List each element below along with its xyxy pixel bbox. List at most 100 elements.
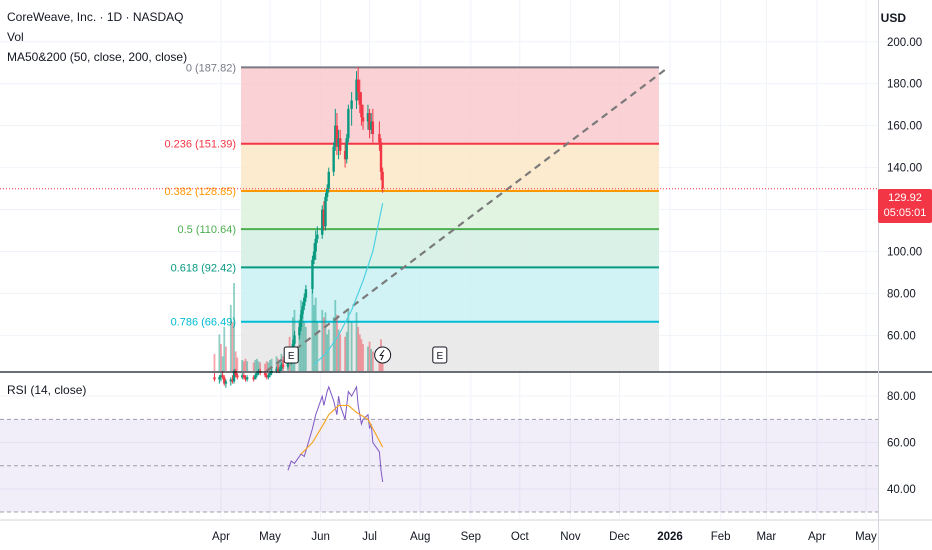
- price-tick-label: 140.00: [887, 163, 922, 175]
- lightning-icon: [379, 349, 385, 361]
- volume-bar: [322, 317, 325, 371]
- last-price-badge: 129.92 05:05:01: [878, 189, 932, 223]
- fib-zone: [241, 143, 659, 191]
- volume-bar: [257, 361, 260, 371]
- ma50-line: [313, 203, 384, 366]
- volume-bar: [324, 312, 327, 371]
- time-tick-label: Oct: [511, 531, 530, 543]
- time-tick-label: Jun: [311, 531, 330, 543]
- volume-bar: [234, 351, 237, 371]
- candle-body: [280, 364, 283, 369]
- fib-zone: [241, 67, 659, 144]
- candle-body: [298, 326, 301, 336]
- volume-bar: [220, 344, 222, 371]
- symbol-legend[interactable]: CoreWeave, Inc. · 1D · NASDAQ: [7, 10, 184, 24]
- candle-body: [361, 117, 365, 122]
- volume-bar: [246, 361, 249, 371]
- candle-body: [293, 335, 296, 344]
- time-tick-label: May: [259, 531, 281, 543]
- time-tick-label: Jul: [362, 531, 377, 543]
- rsi-pane: [0, 385, 878, 513]
- time-tick-label: Apr: [808, 531, 826, 543]
- candle-body: [303, 297, 306, 306]
- volume-bar: [362, 344, 364, 371]
- candle-body: [371, 121, 375, 135]
- candle-body: [234, 371, 237, 376]
- time-tick-label: Sep: [461, 531, 481, 543]
- price-tick-label: 160.00: [887, 121, 922, 133]
- volume-bar: [265, 361, 268, 371]
- candle-body: [263, 373, 267, 376]
- volume-bar: [213, 353, 216, 371]
- volume-bar: [347, 309, 350, 371]
- volume-bar: [344, 336, 346, 371]
- volume-bar: [370, 349, 373, 371]
- volume-bar: [221, 356, 224, 371]
- currency-label[interactable]: USD: [880, 11, 906, 25]
- time-tick-label: Aug: [410, 531, 430, 543]
- candle-body: [242, 375, 246, 378]
- volume-legend[interactable]: Vol: [7, 30, 24, 44]
- volume-bar: [301, 314, 304, 371]
- candle-body: [265, 375, 268, 378]
- fib-zone: [241, 267, 659, 322]
- fib-level-label: 0.382 (128.85): [164, 186, 236, 198]
- ma-legend[interactable]: MA50&200 (50, close, 200, close): [7, 50, 188, 64]
- candle-body: [231, 379, 234, 382]
- volume-bar: [252, 362, 255, 371]
- volume-bar: [236, 357, 239, 371]
- volume-bar: [313, 305, 315, 371]
- volume-bar: [269, 360, 271, 371]
- volume-bar: [267, 362, 270, 371]
- volume-bar: [371, 351, 374, 371]
- candle-body: [321, 209, 324, 235]
- candle-body: [304, 289, 308, 298]
- volume-bar: [332, 317, 335, 371]
- candle-body: [311, 259, 314, 290]
- volume-bar: [224, 346, 227, 371]
- fib-level-label: 0 (187.82): [186, 62, 236, 74]
- candle-body: [301, 305, 304, 315]
- candle-body: [381, 171, 384, 189]
- volume-bar: [233, 283, 235, 371]
- candle-body: [368, 113, 371, 130]
- candle-body: [322, 209, 326, 227]
- volume-bar: [229, 305, 232, 371]
- candle-body: [278, 368, 281, 371]
- volume-bar: [242, 361, 245, 371]
- time-tick-label: 2026: [657, 531, 683, 543]
- rsi-line: [287, 385, 384, 482]
- rsi-legend[interactable]: RSI (14, close): [7, 383, 87, 397]
- candle-body: [370, 121, 373, 130]
- volume-bar: [278, 360, 281, 371]
- candle-body: [268, 373, 272, 376]
- candle-body: [219, 375, 223, 378]
- volume-bar: [254, 360, 257, 371]
- fib-level-label: 0.5 (110.64): [177, 224, 236, 236]
- candle-body: [347, 108, 350, 139]
- candle-body: [334, 125, 337, 147]
- volume-bar: [244, 358, 247, 371]
- volume-bar: [360, 339, 363, 371]
- candle-body: [337, 138, 340, 147]
- candle-body: [229, 379, 232, 382]
- candle-body: [332, 146, 335, 172]
- volume-bar: [334, 300, 337, 371]
- fib-retracement: 0 (187.82) 0.236 (151.39) 0.382 (128.85) 0.…: [164, 62, 659, 371]
- candle-body: [244, 377, 247, 380]
- candle-body: [252, 377, 255, 380]
- candle-body: [299, 314, 303, 327]
- time-tick-label: Nov: [560, 531, 581, 543]
- volume-bar: [241, 360, 244, 371]
- fib-level-label: 0.786 (66.49): [171, 317, 236, 329]
- candle-body: [335, 125, 339, 147]
- volume-bar: [368, 341, 371, 371]
- candle-body: [343, 150, 347, 160]
- price-tick-label: 100.00: [887, 246, 922, 258]
- volume-bar: [256, 358, 258, 371]
- volume-bar: [231, 322, 234, 371]
- volume-bar: [345, 331, 348, 371]
- candle-body: [224, 381, 228, 384]
